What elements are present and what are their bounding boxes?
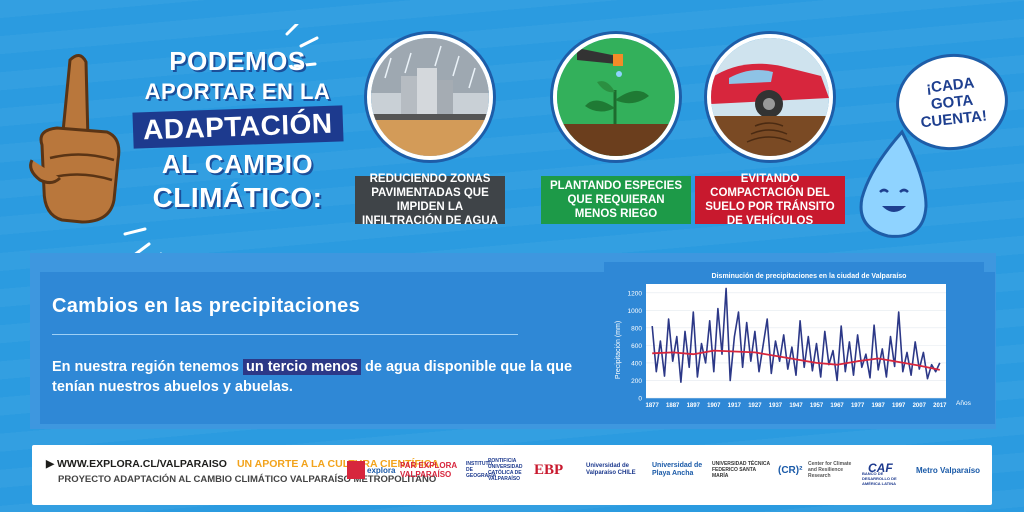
footer-project: PROYECTO ADAPTACIÓN AL CAMBIO CLIMÁTICO … [58, 474, 437, 485]
logo-metro-valparaiso: Metro Valparaíso [916, 465, 981, 475]
footer-url-link[interactable]: WWW.EXPLORA.CL/VALPARAISO [57, 458, 227, 470]
action-label: REDUCIENDO ZONAS PAVIMENTADAS QUE IMPIDE… [361, 173, 499, 227]
x-tick-label: 1907 [707, 403, 721, 409]
x-tick-label: 2017 [933, 403, 947, 409]
y-tick-label: 800 [631, 325, 642, 332]
logo-upla: Universidad de Playa Ancha [652, 462, 703, 477]
logo-cr2-text: Center for Climate and Resilience Resear… [808, 461, 852, 479]
section-body: En nuestra región tenemos un tercio meno… [52, 357, 612, 397]
body-text-after: de agua disponible que la que tenían nue… [52, 359, 573, 395]
x-tick-label: 2007 [913, 403, 927, 409]
headline: PODEMOS APORTAR EN LA ADAPTACIÓN AL CAMB… [130, 46, 345, 214]
headline-line-3: ADAPTACIÓN [132, 105, 343, 149]
trend-series-line [652, 349, 940, 371]
city-rain-illustration [367, 34, 493, 160]
x-tick-label: 1897 [687, 403, 701, 409]
car-soil-illustration [707, 34, 833, 160]
section-divider [52, 334, 518, 335]
logo-cr2: (CR)² [778, 464, 803, 476]
x-tick-label: 1947 [789, 403, 803, 409]
logo-instituto-geografia: INSTITUTO DE GEOGRAFÍA [466, 461, 497, 479]
action-label: EVITANDO COMPACTACIÓN DEL SUELO POR TRÁN… [705, 173, 835, 227]
action-label-box: REDUCIENDO ZONAS PAVIMENTADAS QUE IMPIDE… [355, 173, 505, 227]
y-tick-label: 200 [631, 378, 642, 385]
headline-line-5: CLIMÁTICO: [152, 182, 323, 213]
x-tick-label: 1877 [645, 403, 659, 409]
body-text-before: En nuestra región tenemos [52, 359, 243, 375]
footer-line-1: ▶ WWW.EXPLORA.CL/VALPARAISO UN APORTE A L… [46, 458, 439, 470]
y-tick-label: 1200 [628, 290, 643, 297]
x-tick-label: 1967 [830, 403, 844, 409]
chart-title: Disminución de precipitaciones en la ciu… [712, 273, 907, 280]
precipitation-series-line [651, 287, 941, 383]
y-tick-label: 0 [638, 396, 642, 403]
body-text-highlight: un tercio menos [242, 359, 361, 375]
logo-pucv: PONTIFICIA UNIVERSIDAD CATÓLICA DE VALPA… [488, 458, 523, 482]
plant-illustration [553, 34, 679, 160]
x-tick-label: 1887 [666, 403, 680, 409]
headline-line-2: APORTAR EN LA [144, 79, 331, 104]
footer-tagline: UN APORTE A LA CULTURA CIENTÍFICA [236, 458, 439, 470]
x-tick-label: 1927 [748, 403, 762, 409]
chart-y-axis-label: Precipitación (mm) [615, 321, 622, 379]
action-plant: PLANTANDO ESPECIES QUE REQUIERAN MENOS R… [541, 34, 691, 224]
play-arrow-icon: ▶ [46, 458, 57, 470]
pointing-hand-icon [29, 54, 121, 224]
y-tick-label: 400 [631, 360, 642, 367]
x-tick-label: 1977 [851, 403, 865, 409]
logo-caf: CAF [868, 461, 893, 475]
logo-utfsm: UNIVERSIDAD TÉCNICA FEDERICO SANTA MARÍA [712, 461, 770, 479]
action-pavement: REDUCIENDO ZONAS PAVIMENTADAS QUE IMPIDE… [355, 34, 505, 227]
x-tick-label: 1917 [728, 403, 742, 409]
action-label-box: EVITANDO COMPACTACIÓN DEL SUELO POR TRÁN… [695, 173, 845, 227]
chile-flag-icon [347, 461, 365, 479]
precipitation-chart: Disminución de precipitaciones en la ciu… [604, 262, 984, 422]
logo-par-explora: PAR EXPLORA VALPARAÍSO [400, 461, 457, 479]
x-tick-label: 1997 [892, 403, 906, 409]
x-tick-label: 1987 [872, 403, 886, 409]
action-label-box: PLANTANDO ESPECIES QUE REQUIERAN MENOS R… [541, 176, 691, 224]
headline-line-1: PODEMOS [169, 46, 306, 76]
action-label: PLANTANDO ESPECIES QUE REQUIERAN MENOS R… [549, 180, 683, 220]
headline-line-4: AL CAMBIO [161, 149, 314, 179]
logo-ebp: EBP [534, 461, 564, 478]
water-drop-mascot-icon [859, 129, 928, 238]
logo-explora: explora [347, 458, 395, 482]
section-title: Cambios en las precipitaciones [52, 295, 360, 317]
action-vehicle: EVITANDO COMPACTACIÓN DEL SUELO POR TRÁN… [695, 34, 845, 227]
logo-caf-text: BANCO DE DESARROLLO DE AMÉRICA LATINA [862, 470, 897, 486]
y-tick-label: 600 [631, 343, 642, 350]
x-tick-label: 1937 [769, 403, 783, 409]
footer [32, 445, 992, 505]
logo-uv: Universidad de Valparaíso CHILE [586, 463, 636, 476]
x-tick-label: 1957 [810, 403, 824, 409]
chart-x-axis-label: Años [956, 400, 972, 407]
y-tick-label: 1000 [628, 308, 643, 315]
